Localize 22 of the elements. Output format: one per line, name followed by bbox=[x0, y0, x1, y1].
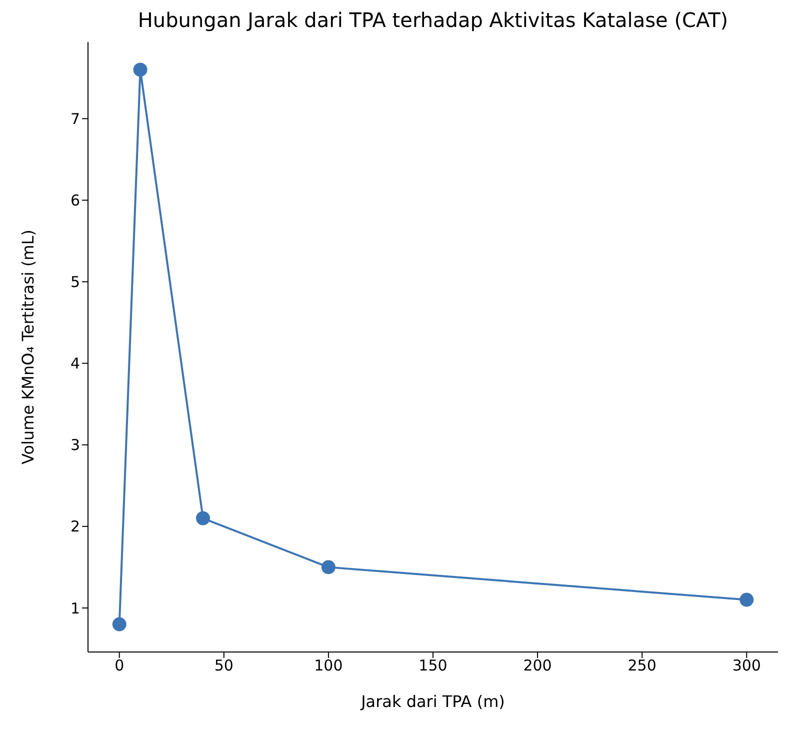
point bbox=[196, 511, 210, 526]
y-tick-label: 7 bbox=[70, 110, 80, 128]
x-tick-label: 50 bbox=[214, 656, 234, 675]
chart-title: Hubungan Jarak dari TPA terhadap Aktivitas Katalase (CAT) bbox=[136, 8, 730, 32]
point bbox=[112, 617, 126, 632]
x-tick-label: 0 bbox=[114, 656, 124, 675]
point bbox=[321, 560, 336, 574]
point bbox=[740, 592, 754, 607]
y-tick-label: 4 bbox=[70, 354, 80, 373]
y-tick-label: 1 bbox=[70, 599, 80, 618]
y-axis-title: Volume KMnO₄ Tertitrasi (mL) bbox=[18, 230, 38, 464]
y-tick-label: 2 bbox=[70, 518, 80, 536]
y-tick-label: 6 bbox=[70, 192, 80, 210]
x-axis-title: Jarak dari TPA (m) bbox=[360, 692, 505, 711]
x-tick-label: 100 bbox=[314, 656, 343, 675]
x-tick-label: 250 bbox=[628, 656, 656, 675]
point bbox=[133, 62, 148, 77]
y-tick-label: 5 bbox=[70, 273, 80, 292]
y-tick-label: 3 bbox=[70, 436, 80, 454]
x-tick-label: 200 bbox=[523, 656, 552, 675]
x-tick-label: 150 bbox=[418, 656, 448, 675]
x-tick-label: 300 bbox=[732, 656, 761, 675]
